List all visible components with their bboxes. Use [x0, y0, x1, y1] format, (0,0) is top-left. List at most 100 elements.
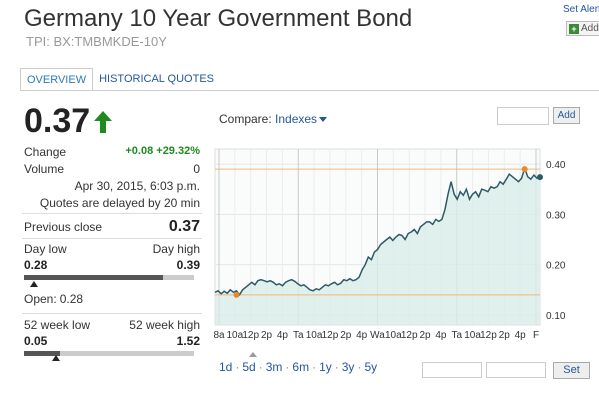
x-tick-label: 2p	[419, 330, 431, 341]
y-tick-label: 0.20	[546, 261, 566, 272]
open-label: Open:	[24, 292, 57, 306]
range-separator: ·	[357, 360, 362, 374]
range-1d[interactable]: 1d	[219, 360, 233, 374]
price-row: 0.37	[24, 102, 113, 141]
range-separator: ·	[258, 360, 263, 374]
x-tick-label: 10a	[464, 330, 481, 341]
x-tick-label: 10a	[306, 330, 323, 341]
range-separator: ·	[312, 360, 317, 374]
y-tick-label: 0.10	[546, 311, 566, 322]
week52-high-value: 1.52	[176, 334, 200, 348]
range-5y[interactable]: 5y	[364, 360, 378, 374]
highlight-point	[233, 291, 240, 298]
x-tick-label: Ta	[293, 330, 304, 341]
day-high-value: 0.39	[176, 258, 200, 272]
series-area	[215, 168, 540, 325]
week52-high-label: 52 week high	[129, 318, 200, 332]
section-divider	[22, 213, 202, 214]
last-point	[537, 174, 543, 181]
week52-low-value: 0.05	[24, 334, 48, 348]
range-separator: ·	[334, 360, 339, 374]
set-date-button[interactable]: Set	[553, 362, 590, 379]
compare-control[interactable]: Compare: Indexes	[219, 112, 328, 126]
open-value: 0.28	[59, 292, 84, 306]
range-1y[interactable]: 1y	[319, 360, 332, 374]
open-row: Open: 0.28	[24, 292, 200, 306]
quote-timestamp: Apr 30, 2015, 6:03 p.m.	[74, 179, 200, 193]
x-tick-label: 4p	[356, 330, 368, 341]
previous-close-row: Previous close 0.37	[24, 218, 200, 236]
week52-labels: 52 week low 52 week high	[24, 318, 200, 332]
compare-label: Compare:	[219, 112, 272, 126]
x-tick-label: 2p	[499, 330, 511, 341]
x-tick-label: F	[533, 330, 539, 341]
compare-dropdown[interactable]: Indexes	[275, 112, 318, 126]
week52-low-label: 52 week low	[24, 318, 91, 332]
x-tick-label: 4p	[277, 330, 289, 341]
week52-values: 0.05 1.52	[24, 334, 200, 348]
highlight-point	[521, 166, 528, 173]
x-tick-label: 4p	[435, 330, 447, 341]
delay-note: Quotes are delayed by 20 min	[39, 196, 200, 210]
range-5d[interactable]: 5d	[242, 360, 256, 374]
end-date-input[interactable]	[486, 362, 546, 378]
range-3y[interactable]: 3y	[341, 360, 355, 374]
x-tick-label: 2p	[261, 330, 273, 341]
section-divider	[22, 238, 202, 239]
x-tick-label: 10a	[227, 330, 244, 341]
x-tick-label: 10a	[385, 330, 402, 341]
volume-row: Volume 0	[24, 162, 200, 176]
previous-close-label: Previous close	[24, 220, 103, 234]
day-range-bar	[24, 275, 194, 280]
x-tick-label: Ta	[451, 330, 462, 341]
tab-overview[interactable]: OVERVIEW	[20, 68, 94, 91]
set-alert-link[interactable]: Set Alert	[563, 4, 599, 15]
add-label: Add	[581, 23, 599, 34]
plus-icon: +	[569, 23, 579, 34]
week52-range-bar	[24, 351, 194, 356]
day-range-values: 0.28 0.39	[24, 258, 200, 272]
day-low-label: Day low	[24, 242, 67, 256]
x-tick-label: 12p	[242, 330, 259, 341]
day-high-label: Day high	[152, 242, 200, 256]
range-selector: 1d · 5d · 3m · 6m · 1y · 3y · 5y	[219, 360, 377, 374]
y-tick-label: 0.40	[546, 160, 566, 171]
change-value: +0.08 +29.32%	[125, 145, 200, 157]
ticker-symbol: TPI: BX:TMBMKDE-10Y	[26, 34, 167, 49]
range-6m[interactable]: 6m	[292, 360, 310, 374]
x-tick-label: 8a	[213, 330, 225, 341]
volume-label: Volume	[24, 162, 65, 176]
section-divider	[22, 313, 202, 314]
x-tick-label: Wa	[370, 330, 385, 341]
previous-close-value: 0.37	[168, 218, 200, 235]
add-watchlist-button[interactable]: + Add	[566, 21, 599, 36]
last-price: 0.37	[24, 102, 91, 140]
day-range-fill	[24, 275, 164, 280]
tab-divider	[20, 90, 599, 91]
day-range-labels: Day low Day high	[24, 242, 200, 256]
start-date-input[interactable]	[422, 362, 482, 378]
up-arrow-icon	[94, 110, 113, 133]
series-line	[214, 165, 541, 297]
day-low-value: 0.28	[24, 258, 48, 272]
week52-range-marker	[52, 355, 61, 361]
change-row: Change +0.08 +29.32%	[24, 145, 200, 159]
range-3m[interactable]: 3m	[265, 360, 283, 374]
y-tick-label: 0.30	[546, 210, 566, 221]
volume-value: 0	[193, 162, 200, 176]
chevron-down-icon[interactable]	[319, 117, 328, 123]
range-separator: ·	[285, 360, 290, 374]
compare-symbol-input[interactable]	[497, 107, 549, 125]
range-separator: ·	[235, 360, 240, 374]
range-selected-marker	[249, 352, 257, 357]
day-range-marker	[30, 281, 39, 287]
week52-range-fill	[24, 351, 60, 356]
compare-add-button[interactable]: Add	[553, 107, 580, 124]
x-tick-label: 12p	[401, 330, 418, 341]
tab-bar: OVERVIEW HISTORICAL QUOTES	[20, 68, 220, 91]
x-tick-label: 2p	[340, 330, 352, 341]
x-tick-label: 12p	[480, 330, 497, 341]
change-label: Change	[24, 145, 67, 159]
tab-historical-quotes[interactable]: HISTORICAL QUOTES	[99, 73, 215, 85]
